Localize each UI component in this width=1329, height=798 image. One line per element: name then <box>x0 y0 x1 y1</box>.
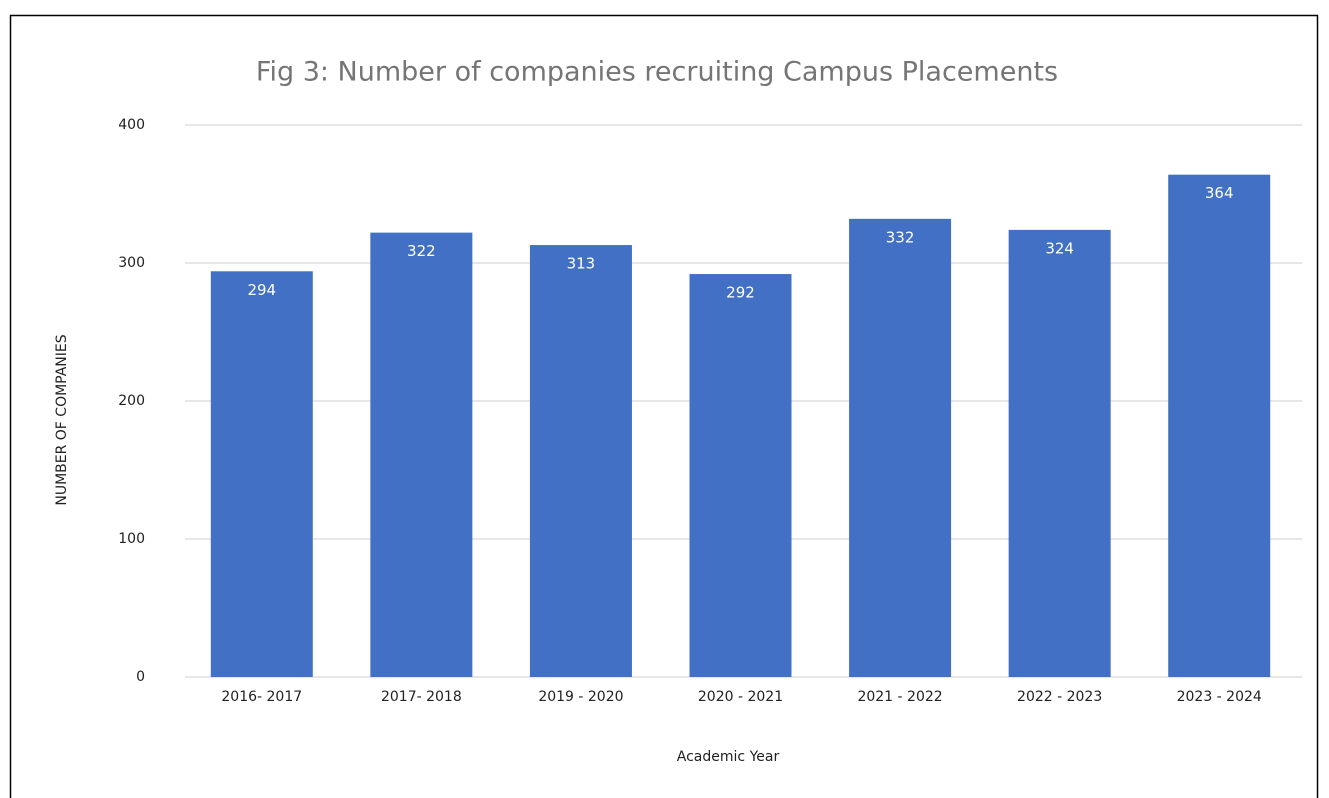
chart-title: Fig 3: Number of companies recruiting Ca… <box>256 57 1058 88</box>
y-tick-label: 100 <box>118 531 145 547</box>
data-label: 324 <box>1045 239 1074 257</box>
x-tick-label: 2023 - 2024 <box>1177 689 1262 705</box>
data-label: 294 <box>247 281 276 299</box>
x-tick-label: 2022 - 2023 <box>1017 689 1102 705</box>
data-label: 292 <box>726 284 755 302</box>
x-tick-label: 2021 - 2022 <box>857 689 942 705</box>
bar <box>849 218 952 677</box>
y-axis-title: NUMBER OF COMPANIES <box>54 334 70 505</box>
x-tick-label: 2020 - 2021 <box>698 689 783 705</box>
x-tick-label: 2017- 2018 <box>381 689 462 705</box>
bar <box>529 245 632 677</box>
y-tick-label: 200 <box>118 393 145 409</box>
bar <box>689 274 792 677</box>
data-label: 322 <box>407 242 436 260</box>
y-tick-label: 0 <box>136 669 145 685</box>
x-tick-label: 2019 - 2020 <box>538 689 623 705</box>
data-label: 364 <box>1205 184 1234 202</box>
bar <box>210 271 313 677</box>
data-label: 313 <box>567 255 596 273</box>
bar <box>370 232 473 677</box>
y-tick-label: 400 <box>118 117 145 133</box>
x-tick-label: 2016- 2017 <box>221 689 302 705</box>
bar <box>1168 174 1271 677</box>
y-tick-label: 300 <box>118 255 145 271</box>
bar <box>1008 229 1111 677</box>
frame <box>9 14 1319 798</box>
data-label: 332 <box>886 228 915 246</box>
x-axis-title: Academic Year <box>677 749 780 765</box>
